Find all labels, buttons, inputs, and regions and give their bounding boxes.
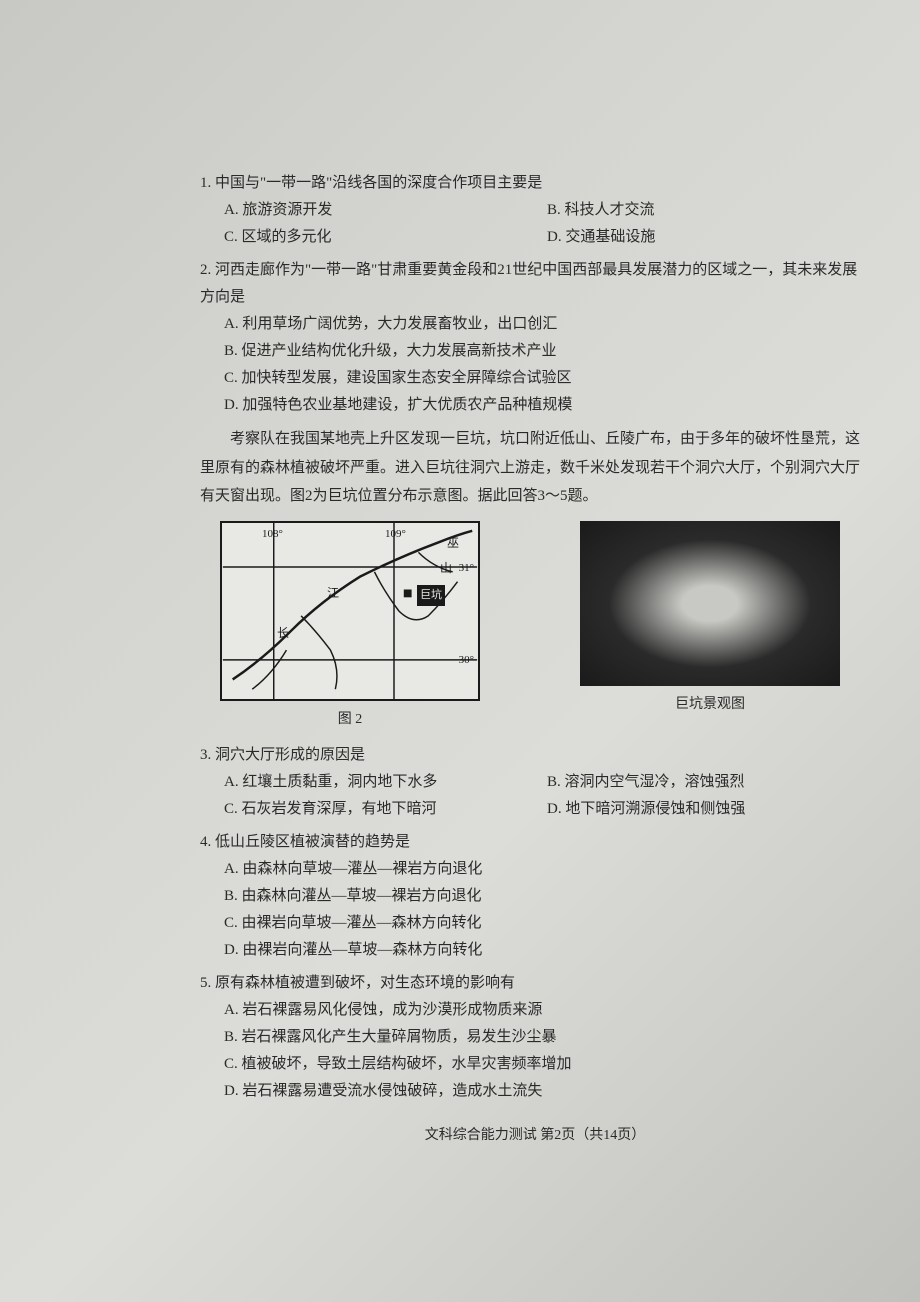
q5-opt-d: D. 岩石裸露易遭受流水侵蚀破碎，造成水土流失 (200, 1078, 870, 1105)
question-4: 4. 低山丘陵区植被演替的趋势是 A. 由森林向草坡—灌丛—裸岩方向退化 B. … (200, 829, 870, 964)
q1-options-row1: A. 旅游资源开发 B. 科技人才交流 (200, 197, 870, 224)
q5-stem: 5. 原有森林植被遭到破坏，对生态环境的影响有 (200, 970, 870, 997)
map-box: 108° 109° 31° 30° 巫 山 巨坑 江 长 (220, 521, 480, 701)
map-lon-108: 108° (262, 525, 283, 545)
map-caption: 图 2 (220, 707, 480, 732)
map-lat-30: 30° (459, 651, 474, 671)
q1-opt-d: D. 交通基础设施 (547, 224, 870, 251)
q1-options-row2: C. 区域的多元化 D. 交通基础设施 (200, 224, 870, 251)
q4-opt-c: C. 由裸岩向草坡—灌丛—森林方向转化 (200, 910, 870, 937)
map-lat-31: 31° (459, 559, 474, 579)
q1-opt-a: A. 旅游资源开发 (224, 197, 547, 224)
map-figure: 108° 109° 31° 30° 巫 山 巨坑 江 长 图 2 (220, 521, 480, 732)
map-lon-109: 109° (385, 525, 406, 545)
q4-opt-a: A. 由森林向草坡—灌丛—裸岩方向退化 (200, 856, 870, 883)
photo-box (580, 521, 840, 686)
map-label-jukeng: 巨坑 (417, 585, 445, 607)
q3-stem: 3. 洞穴大厅形成的原因是 (200, 742, 870, 769)
passage-intro: 考察队在我国某地壳上升区发现一巨坑，坑口附近低山、丘陵广布，由于多年的破坏性垦荒… (200, 425, 870, 511)
q5-opt-c: C. 植被破坏，导致土层结构破坏，水旱灾害频率增加 (200, 1051, 870, 1078)
q4-opt-b: B. 由森林向灌丛—草坡—裸岩方向退化 (200, 883, 870, 910)
map-svg (222, 523, 478, 699)
exam-page: 1. 中国与"一带一路"沿线各国的深度合作项目主要是 A. 旅游资源开发 B. … (200, 170, 870, 1148)
q1-opt-b: B. 科技人才交流 (547, 197, 870, 224)
q3-options-row1: A. 红壤土质黏重，洞内地下水多 B. 溶洞内空气湿冷，溶蚀强烈 (200, 769, 870, 796)
q2-opt-a: A. 利用草场广阔优势，大力发展畜牧业，出口创汇 (200, 311, 870, 338)
map-label-wu: 巫 (447, 533, 459, 555)
q3-opt-d: D. 地下暗河溯源侵蚀和侧蚀强 (547, 796, 870, 823)
map-label-chang: 长 (277, 623, 289, 645)
question-1: 1. 中国与"一带一路"沿线各国的深度合作项目主要是 A. 旅游资源开发 B. … (200, 170, 870, 251)
q5-opt-a: A. 岩石裸露易风化侵蚀，成为沙漠形成物质来源 (200, 997, 870, 1024)
question-3: 3. 洞穴大厅形成的原因是 A. 红壤土质黏重，洞内地下水多 B. 溶洞内空气湿… (200, 742, 870, 823)
photo-figure: 巨坑景观图 (580, 521, 840, 732)
q4-opt-d: D. 由裸岩向灌丛—草坡—森林方向转化 (200, 937, 870, 964)
q2-opt-b: B. 促进产业结构优化升级，大力发展高新技术产业 (200, 338, 870, 365)
q4-stem: 4. 低山丘陵区植被演替的趋势是 (200, 829, 870, 856)
q3-opt-a: A. 红壤土质黏重，洞内地下水多 (224, 769, 547, 796)
q3-opt-b: B. 溶洞内空气湿冷，溶蚀强烈 (547, 769, 870, 796)
photo-caption: 巨坑景观图 (580, 692, 840, 717)
map-label-shan: 山 (440, 558, 452, 580)
q2-opt-d: D. 加强特色农业基地建设，扩大优质农产品种植规模 (200, 392, 870, 419)
q2-stem: 2. 河西走廊作为"一带一路"甘肃重要黄金段和21世纪中国西部最具发展潜力的区域… (200, 257, 870, 311)
question-2: 2. 河西走廊作为"一带一路"甘肃重要黄金段和21世纪中国西部最具发展潜力的区域… (200, 257, 870, 419)
q1-stem: 1. 中国与"一带一路"沿线各国的深度合作项目主要是 (200, 170, 870, 197)
q1-opt-c: C. 区域的多元化 (224, 224, 547, 251)
page-footer: 文科综合能力测试 第2页（共14页） (200, 1123, 870, 1148)
q3-opt-c: C. 石灰岩发育深厚，有地下暗河 (224, 796, 547, 823)
q5-opt-b: B. 岩石裸露风化产生大量碎屑物质，易发生沙尘暴 (200, 1024, 870, 1051)
question-5: 5. 原有森林植被遭到破坏，对生态环境的影响有 A. 岩石裸露易风化侵蚀，成为沙… (200, 970, 870, 1105)
q3-options-row2: C. 石灰岩发育深厚，有地下暗河 D. 地下暗河溯源侵蚀和侧蚀强 (200, 796, 870, 823)
figure-area: 108° 109° 31° 30° 巫 山 巨坑 江 长 图 2 巨坑景观图 (200, 521, 870, 732)
map-label-jiang: 江 (327, 583, 339, 605)
q2-opt-c: C. 加快转型发展，建设国家生态安全屏障综合试验区 (200, 365, 870, 392)
